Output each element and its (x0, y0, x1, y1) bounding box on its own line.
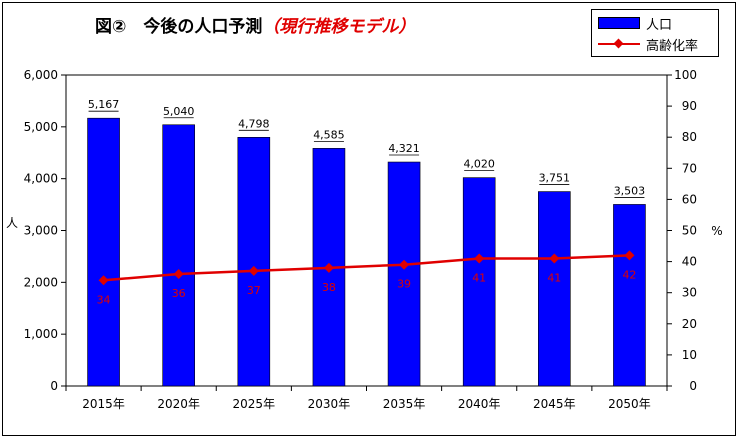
aging-rate-point (173, 269, 184, 280)
y-right-tick-label: 90 (682, 99, 697, 113)
bar-value-label: 4,798 (238, 117, 270, 130)
y-left-tick-label: 2,000 (24, 275, 58, 289)
x-tick-label: 2030年 (308, 397, 351, 411)
chart-frame (2, 2, 736, 436)
plot-area (65, 74, 668, 387)
y-left-tick-label: 3,000 (24, 224, 58, 238)
x-tick-label: 2050年 (608, 397, 651, 411)
aging-rate-label: 36 (172, 287, 186, 300)
bar-value-label: 4,321 (388, 142, 420, 155)
chart-legend: 人口 高齢化率 (591, 9, 719, 57)
y-right-tick-label: 20 (682, 317, 697, 331)
y-left-tick-label: 4,000 (24, 172, 58, 186)
aging-rate-label: 42 (622, 268, 636, 281)
y-right-tick-label: 50 (682, 224, 697, 238)
aging-rate-point (624, 250, 635, 261)
y-right-tick-label: 40 (682, 255, 697, 269)
y-right-tick-label: 0 (689, 379, 697, 393)
y-left-tick-label: 0 (50, 379, 58, 393)
bar (462, 177, 496, 387)
legend-entry-population: 人口 (598, 13, 672, 33)
legend-entry-aging-rate: 高齢化率 (598, 34, 698, 54)
y-right-tick-label: 80 (682, 130, 697, 144)
bar (87, 117, 120, 387)
aging-rate-line (103, 254, 630, 282)
y-left-tick-label: 1,000 (24, 327, 58, 341)
aging-rate-point (474, 253, 485, 264)
y-right-tick-label: 30 (682, 286, 697, 300)
bar-value-label: 5,040 (163, 105, 195, 118)
x-tick-label: 2015年 (82, 397, 125, 411)
aging-rate-label: 38 (322, 281, 336, 294)
y-right-tick-label: 60 (682, 192, 697, 206)
legend-label-aging-rate: 高齢化率 (646, 38, 699, 54)
x-tick-label: 2040年 (458, 397, 501, 411)
x-tick-label: 2020年 (157, 397, 200, 411)
aging-rate-label: 37 (247, 284, 261, 297)
chart-title: 図② 今後の人口予測（現行推移モデル） (95, 12, 415, 37)
bar (538, 191, 571, 387)
bar-value-label: 3,751 (539, 172, 571, 185)
y-left-tick-label: 6,000 (24, 68, 58, 82)
bar (613, 204, 646, 387)
legend-bar-swatch (598, 17, 640, 29)
y-right-tick-label: 70 (682, 161, 697, 175)
aging-rate-point (323, 262, 334, 273)
x-tick-label: 2045年 (533, 397, 576, 411)
aging-rate-label: 41 (547, 271, 561, 284)
aging-rate-point (399, 259, 410, 270)
aging-rate-label: 39 (397, 278, 411, 291)
aging-rate-point (98, 275, 109, 286)
bar-value-label: 4,020 (463, 158, 495, 171)
x-tick-label: 2035年 (383, 397, 426, 411)
bar (387, 161, 421, 387)
x-tick-label: 2025年 (233, 397, 276, 411)
chart-subtitle: （現行推移モデル） (262, 17, 416, 37)
bar-value-label: 3,503 (614, 184, 646, 197)
aging-rate-label: 41 (472, 271, 486, 284)
aging-rate-label: 34 (97, 293, 111, 306)
y-left-tick-label: 5,000 (24, 120, 58, 134)
y-right-axis-label: % (711, 224, 722, 238)
legend-label-population: 人口 (646, 17, 673, 33)
y-right-tick-label: 10 (682, 348, 697, 362)
bar (162, 124, 195, 387)
aging-rate-point (549, 253, 560, 264)
legend-line-swatch (598, 38, 640, 49)
chart-title-main: 図② 今後の人口予測 (95, 17, 263, 37)
y-right-tick-label: 100 (674, 68, 697, 82)
aging-rate-point (248, 265, 259, 276)
y-left-axis-label: 人 (6, 216, 18, 230)
bar-value-label: 4,585 (313, 128, 345, 141)
bar-value-label: 5,167 (88, 98, 120, 111)
bar (237, 137, 271, 387)
